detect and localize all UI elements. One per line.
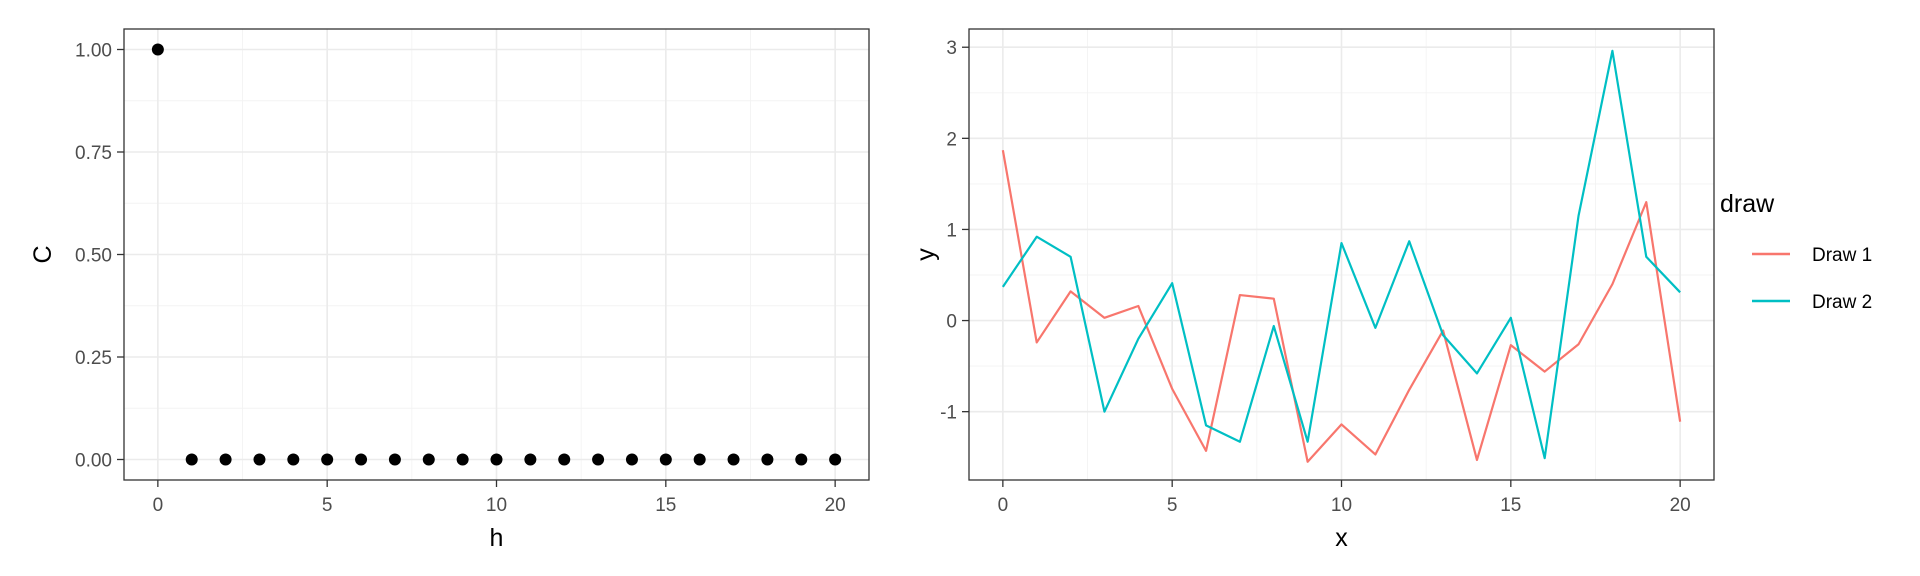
right-ticks: 0 5 10 15 20 -1 0 1 2 3 <box>940 38 1691 516</box>
scatter-point <box>592 453 605 466</box>
scatter-point <box>321 453 334 466</box>
legend-label-1: Draw 1 <box>1812 245 1872 266</box>
scatter-point <box>625 453 638 466</box>
left-x-tick-label: 0 <box>153 495 164 516</box>
scatter-point <box>761 453 774 466</box>
scatter-point <box>422 453 435 466</box>
scatter-point <box>287 453 300 466</box>
left-y-tick-label: 0.50 <box>75 246 112 267</box>
right-y-tick-label: -1 <box>940 403 957 424</box>
legend-entries: Draw 1 Draw 2 <box>1752 245 1872 313</box>
left-y-tick-label: 0.00 <box>75 451 112 472</box>
left-x-tick-label: 5 <box>322 495 333 516</box>
draws-line-panel: 0 5 10 15 20 -1 0 1 2 3 x y <box>912 28 1715 552</box>
right-x-tick-label: 5 <box>1167 495 1178 516</box>
left-y-tick-label: 0.75 <box>75 143 112 164</box>
right-x-tick-label: 0 <box>998 495 1009 516</box>
scatter-point <box>795 453 808 466</box>
left-y-tick-label: 0.25 <box>75 348 112 369</box>
right-y-tick-label: 2 <box>946 129 957 150</box>
series-line-2 <box>1001 49 1681 460</box>
right-y-axis-title: y <box>912 248 940 261</box>
scatter-point <box>659 453 672 466</box>
right-y-tick-label: 0 <box>946 312 957 333</box>
right-y-tick-label: 3 <box>946 38 957 59</box>
left-x-tick-label: 10 <box>486 495 507 516</box>
legend-title: draw <box>1720 190 1775 218</box>
legend: draw Draw 1 Draw 2 <box>1720 190 1872 313</box>
scatter-point <box>727 453 740 466</box>
right-x-axis-title: x <box>1335 524 1348 552</box>
right-x-tick-label: 15 <box>1500 495 1521 516</box>
legend-label-2: Draw 2 <box>1812 292 1872 313</box>
scatter-point <box>693 453 706 466</box>
scatter-point <box>524 453 537 466</box>
left-x-axis-title: h <box>490 524 504 552</box>
left-y-tick-label: 1.00 <box>75 41 112 62</box>
scatter-point <box>388 453 401 466</box>
right-x-tick-label: 10 <box>1331 495 1352 516</box>
right-x-tick-label: 20 <box>1670 495 1691 516</box>
left-y-axis-title: C <box>29 245 57 263</box>
left-x-tick-label: 20 <box>825 495 846 516</box>
left-ticks: 0 5 10 15 20 0.00 0.25 0.50 0.75 1.00 <box>75 41 846 517</box>
left-x-tick-label: 15 <box>655 495 676 516</box>
right-y-tick-label: 1 <box>946 220 957 241</box>
scatter-point <box>185 453 198 466</box>
series-line-1 <box>1001 149 1682 463</box>
right-grid <box>969 29 1714 480</box>
scatter-point <box>253 453 266 466</box>
scatter-point <box>829 453 842 466</box>
scatter-point <box>151 43 164 56</box>
left-points <box>151 43 842 466</box>
right-lines <box>1001 49 1682 463</box>
scatter-point <box>219 453 232 466</box>
scatter-point <box>355 453 368 466</box>
scatter-point <box>490 453 503 466</box>
scatter-point <box>456 453 469 466</box>
scatter-point <box>558 453 571 466</box>
autocorrelation-scatter-panel: 0 5 10 15 20 0.00 0.25 0.50 0.75 1.00 h C <box>29 28 870 552</box>
